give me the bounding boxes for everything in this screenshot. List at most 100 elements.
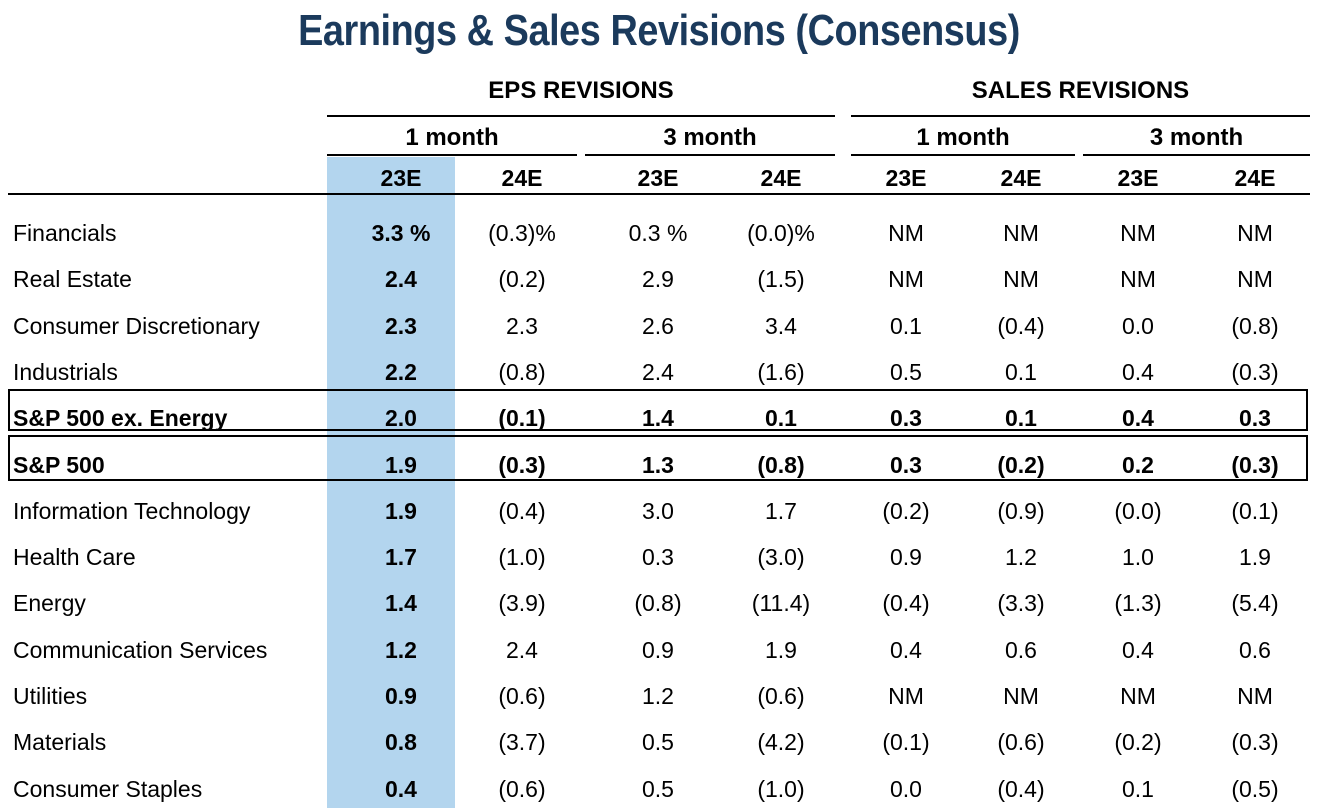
table-cell: (0.3) (1231, 729, 1279, 756)
table-cell: 0.3 (890, 405, 922, 432)
table-row: Real Estate 2.4 (0.2) 2.9 (1.5) NM NM NM NM (0, 256, 1318, 302)
table-cell: (0.6) (757, 683, 805, 709)
table-cell: 0.4 (1122, 405, 1154, 432)
period-header-eps-1m: 1 month (405, 124, 499, 151)
table-cell: (0.4) (997, 312, 1045, 339)
table-cell: (1.0) (757, 775, 805, 802)
table-cell: 2.4 (642, 358, 674, 385)
table-cell: (0.8) (757, 451, 805, 478)
table-row: S&P 500 ex. Energy 2.0 (0.1) 1.4 0.1 0.3 0.1 0.… (0, 395, 1318, 441)
table-cell: 1.9 (385, 497, 417, 524)
table-cell: 1.2 (1005, 544, 1037, 571)
table-row: Health Care 1.7 (1.0) 0.3 (3.0) 0.9 1.2 1.0 1.9 (0, 534, 1318, 580)
row-label: Real Estate (13, 266, 132, 293)
period-underline-sales-3m (1083, 154, 1310, 156)
table-cell: (3.3) (997, 590, 1045, 617)
period-header-eps-3m: 3 month (663, 124, 757, 151)
table-cell: 1.9 (765, 636, 797, 663)
row-label: Consumer Staples (13, 775, 203, 802)
table-cell: (0.8) (1231, 312, 1279, 339)
table-cell: 0.1 (765, 405, 797, 432)
table-cell: 1.4 (385, 590, 417, 617)
table-cell: 0.4 (1122, 636, 1154, 663)
table-cell: 2.3 (385, 312, 417, 339)
table-cell: (0.9) (997, 497, 1045, 524)
table-row: S&P 500 1.9 (0.3) 1.3 (0.8) 0.3 (0.2) 0.2 (0.3) (0, 442, 1318, 488)
table-row: Communication Services 1.2 2.4 0.9 1.9 0.4 0.6… (0, 627, 1318, 673)
table-cell: 0.3 (1239, 405, 1271, 432)
table-cell: (1.3) (1114, 590, 1162, 617)
table-cell: 0.5 (642, 729, 674, 756)
table-row: Consumer Discretionary 2.3 2.3 2.6 3.4 0.1 (0.… (0, 303, 1318, 349)
table-row: Utilities 0.9 (0.6) 1.2 (0.6) NM NM NM NM (0, 673, 1318, 719)
table-cell: (0.3) (1231, 451, 1279, 478)
table-cell: 3.0 (642, 497, 674, 524)
table-cell: (0.1) (882, 729, 930, 756)
table-row: Industrials 2.2 (0.8) 2.4 (1.6) 0.5 0.1 0.4 (0.3… (0, 349, 1318, 395)
table-cell: 0.4 (385, 775, 417, 802)
table-cell: 0.6 (1005, 636, 1037, 663)
table-row: Consumer Staples 0.4 (0.6) 0.5 (1.0) 0.0 (0.4)… (0, 766, 1318, 812)
table-cell: 1.9 (1239, 544, 1271, 571)
row-label: Energy (13, 590, 86, 617)
table-cell: NM (888, 220, 924, 246)
row-box-sp500 (8, 435, 1308, 481)
table-cell: 0.4 (890, 636, 922, 663)
table-cell: 0.1 (1005, 405, 1037, 432)
table-cell: (0.6) (997, 729, 1045, 756)
group-underline-sales (851, 115, 1310, 117)
table-cell: (4.2) (757, 729, 805, 756)
row-box-sp500-ex-energy (8, 389, 1308, 431)
table-cell: (0.4) (498, 497, 546, 524)
table-cell: 1.7 (765, 497, 797, 524)
table-cell: (0.4) (997, 775, 1045, 802)
table-cell: NM (888, 266, 924, 293)
table-cell: (0.8) (634, 590, 682, 617)
table-cell: 1.3 (642, 451, 674, 478)
period-underline-eps-1m (327, 154, 577, 156)
period-header-sales-1m: 1 month (916, 124, 1010, 151)
row-label: Consumer Discretionary (13, 312, 260, 339)
table-cell: 2.3 (506, 312, 538, 339)
group-underline-eps (327, 115, 835, 117)
table-cell: 0.3 % (628, 220, 688, 246)
table-cell: (0.2) (1114, 729, 1162, 756)
table-cell: 0.9 (385, 683, 417, 709)
header-rule (8, 193, 1310, 195)
row-label: Health Care (13, 544, 136, 571)
table-cell: (0.1) (498, 405, 546, 432)
row-label: S&P 500 (13, 451, 105, 478)
table-cell: 1.0 (1122, 544, 1154, 571)
table-row: Information Technology 1.9 (0.4) 3.0 1.7 (0.2… (0, 488, 1318, 534)
column-header: 24E (1000, 165, 1042, 191)
table-cell: (0.2) (882, 497, 930, 524)
table-cell: 2.6 (642, 312, 674, 339)
table-cell: (1.5) (757, 266, 805, 293)
column-header: 23E (637, 165, 679, 191)
table-cell: 1.7 (385, 544, 417, 571)
period-underline-eps-3m (585, 154, 835, 156)
table-cell: 0.1 (890, 312, 922, 339)
table-cell: (0.3) (498, 451, 546, 478)
table-cell: 0.0 (1122, 312, 1154, 339)
table-cell: NM (1003, 266, 1039, 293)
table-cell: 3.3 % (371, 220, 431, 246)
table-cell: NM (1003, 683, 1039, 709)
table-cell: 2.4 (385, 266, 417, 293)
table-cell: (0.6) (498, 775, 546, 802)
table-cell: (0.0) (1114, 497, 1162, 524)
table-cell: (5.4) (1231, 590, 1279, 617)
table-cell: (1.0) (498, 544, 546, 571)
table-cell: 1.9 (385, 451, 417, 478)
table-cell: (0.0)% (747, 220, 815, 246)
table-cell: (0.6) (498, 683, 546, 709)
column-header: 23E (1117, 165, 1159, 191)
column-header: 24E (1234, 165, 1276, 191)
table-cell: 0.9 (890, 544, 922, 571)
table-cell: 0.8 (385, 729, 417, 756)
table-cell: (0.8) (498, 358, 546, 385)
table-cell: (11.4) (751, 590, 811, 617)
table-cell: NM (1237, 683, 1273, 709)
table-cell: NM (888, 683, 924, 709)
row-label: Information Technology (13, 497, 251, 524)
